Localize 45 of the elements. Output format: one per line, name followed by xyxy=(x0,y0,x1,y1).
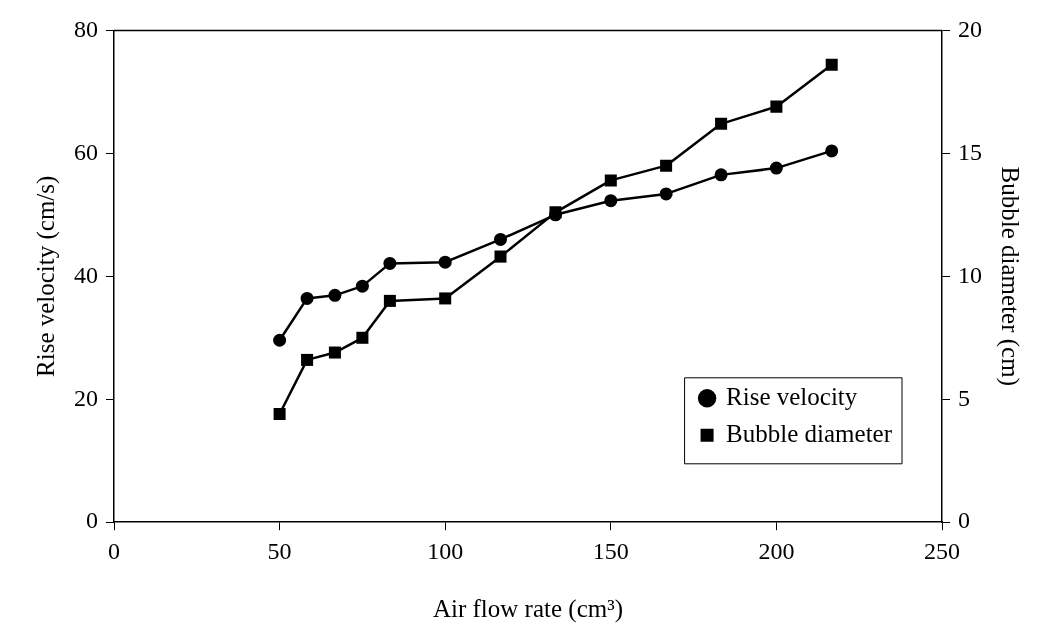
x-axis-title: Air flow rate (cm³) xyxy=(432,594,624,623)
point xyxy=(770,100,783,113)
point xyxy=(769,161,783,175)
point xyxy=(494,232,508,246)
legend-label: Rise velocity xyxy=(726,382,858,410)
x-tick-label: 150 xyxy=(592,537,629,564)
point xyxy=(825,144,839,158)
point xyxy=(383,294,396,307)
point xyxy=(301,353,314,366)
y-axis-title: Rise velocity (cm/s) xyxy=(31,175,60,377)
y2-tick-label: 5 xyxy=(958,384,970,411)
point xyxy=(355,279,369,293)
point xyxy=(356,331,369,344)
x-tick-label: 250 xyxy=(924,537,960,564)
y2-tick-label: 15 xyxy=(958,138,982,165)
point xyxy=(383,256,397,270)
point xyxy=(273,407,286,421)
x-tick-label: 50 xyxy=(267,537,292,564)
y2-axis-title: Bubble diameter (cm) xyxy=(996,166,1025,386)
y2-tick-label: 0 xyxy=(958,507,970,534)
point xyxy=(328,346,341,359)
point xyxy=(825,58,838,71)
point xyxy=(714,168,728,182)
y-tick-label: 40 xyxy=(74,261,98,288)
legend-label: Bubble diameter xyxy=(726,419,893,447)
point xyxy=(715,117,728,130)
point xyxy=(604,194,618,208)
y-tick-label: 0 xyxy=(86,507,98,534)
y-tick-label: 20 xyxy=(74,384,98,411)
point xyxy=(300,291,314,305)
point xyxy=(438,255,452,269)
x-tick-label: 0 xyxy=(108,537,120,564)
x-tick-label: 100 xyxy=(427,537,464,564)
point xyxy=(494,250,507,263)
point xyxy=(273,333,287,347)
point xyxy=(328,288,342,302)
point xyxy=(439,292,452,305)
point xyxy=(604,174,617,187)
y2-tick-label: 10 xyxy=(958,261,982,288)
point xyxy=(660,159,673,172)
y-tick-label: 60 xyxy=(74,138,98,165)
y-tick-label: 80 xyxy=(74,15,98,42)
y2-tick-label: 20 xyxy=(958,15,982,42)
point xyxy=(659,187,673,201)
x-tick-label: 200 xyxy=(758,537,795,564)
